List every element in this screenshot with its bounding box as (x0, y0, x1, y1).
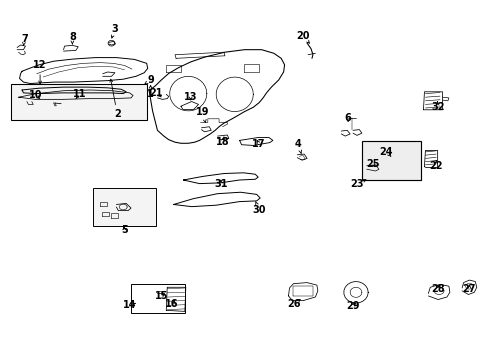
Text: 13: 13 (183, 92, 197, 102)
Text: 18: 18 (215, 137, 229, 147)
Text: 2: 2 (114, 109, 121, 120)
Text: 24: 24 (379, 147, 392, 157)
Text: 4: 4 (294, 139, 301, 149)
Text: 11: 11 (72, 89, 86, 99)
Text: 12: 12 (33, 60, 47, 70)
Bar (11, 84, 146, 120)
Text: 7: 7 (21, 34, 28, 44)
Text: 26: 26 (287, 299, 301, 309)
Text: 29: 29 (346, 301, 359, 311)
Bar (131, 284, 184, 313)
Text: 22: 22 (428, 161, 442, 171)
Text: 9: 9 (147, 75, 154, 85)
Text: 31: 31 (214, 179, 227, 189)
Text: 23: 23 (349, 179, 363, 189)
Bar (93, 188, 155, 226)
Text: 27: 27 (462, 284, 475, 294)
Text: 25: 25 (365, 159, 379, 169)
Bar (361, 141, 420, 180)
Text: 8: 8 (69, 32, 76, 42)
Text: 15: 15 (154, 291, 168, 301)
Text: 1: 1 (147, 89, 154, 99)
Text: 19: 19 (196, 107, 209, 117)
Text: 3: 3 (111, 24, 118, 34)
Text: 17: 17 (252, 139, 265, 149)
Text: 28: 28 (430, 284, 444, 294)
Text: 10: 10 (28, 90, 42, 100)
Text: 30: 30 (252, 204, 265, 215)
Text: 16: 16 (165, 299, 179, 309)
Text: 6: 6 (344, 113, 351, 123)
Text: 21: 21 (149, 88, 163, 98)
Text: 32: 32 (430, 102, 444, 112)
Text: 20: 20 (296, 31, 309, 41)
Text: 14: 14 (122, 300, 136, 310)
Text: 5: 5 (121, 225, 127, 235)
